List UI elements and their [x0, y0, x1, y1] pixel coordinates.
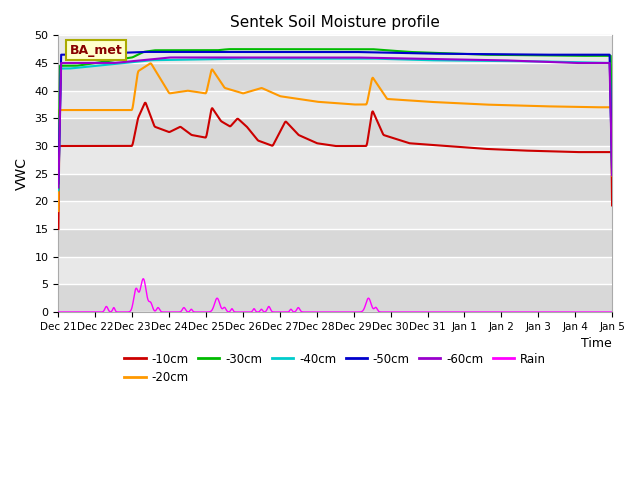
Bar [58, 36, 612, 63]
Text: BA_met: BA_met [70, 44, 122, 57]
Bar [58, 146, 612, 174]
X-axis label: Time: Time [581, 337, 612, 350]
Title: Sentek Soil Moisture profile: Sentek Soil Moisture profile [230, 15, 440, 30]
Bar [58, 201, 612, 229]
Bar [58, 257, 612, 284]
Legend: -10cm, -20cm, -30cm, -40cm, -50cm, -60cm, Rain: -10cm, -20cm, -30cm, -40cm, -50cm, -60cm… [120, 348, 550, 389]
Y-axis label: VWC: VWC [15, 157, 29, 190]
Bar [58, 91, 612, 119]
